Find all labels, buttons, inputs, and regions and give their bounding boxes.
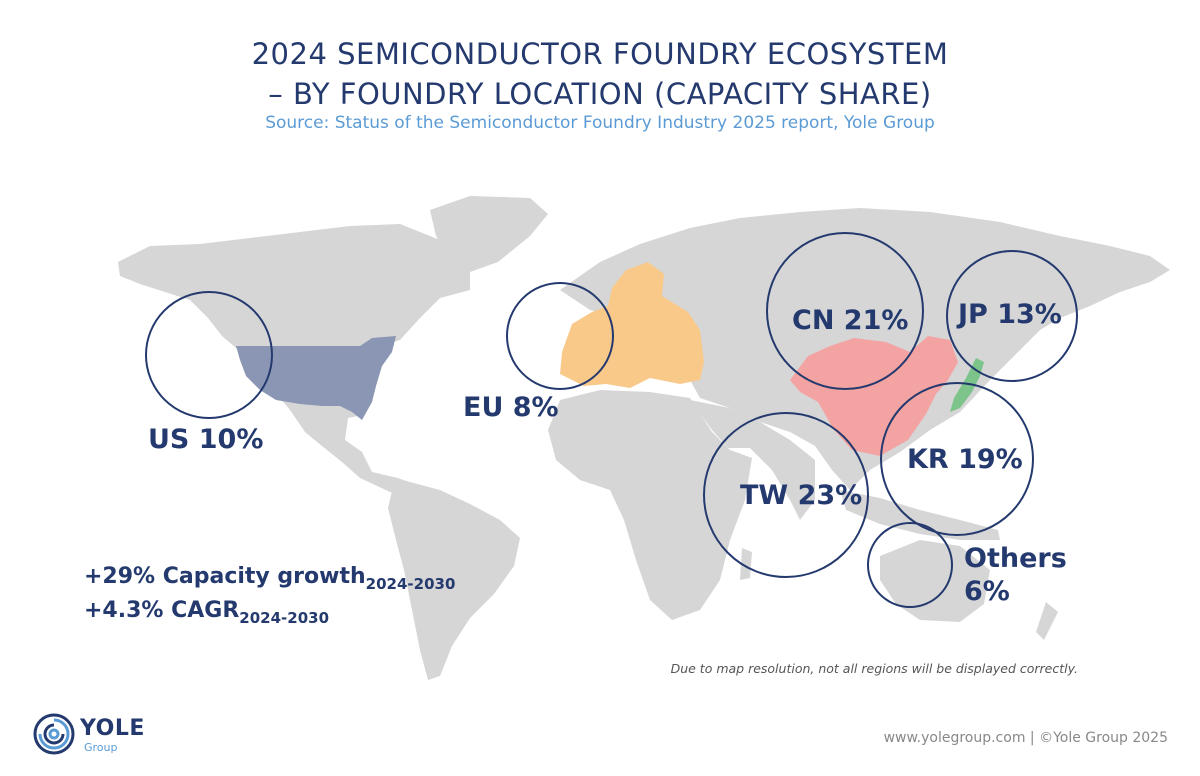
yole-spiral-logo-icon	[33, 713, 75, 755]
label-eu: EU 8%	[463, 392, 559, 423]
region-eu-fill	[560, 262, 704, 388]
title-line-1: 2024 SEMICONDUCTOR FOUNDRY ECOSYSTEM	[251, 37, 949, 71]
bubble-others	[867, 522, 953, 608]
bubble-eu	[506, 282, 614, 390]
logo-name: YOLE	[80, 716, 145, 741]
capacity-growth-period: 2024-2030	[365, 575, 456, 593]
land-africa	[548, 390, 752, 620]
capacity-growth-stat: +29% Capacity growth2024-2030	[84, 564, 455, 593]
cagr-period: 2024-2030	[239, 609, 330, 627]
label-kr: KR 19%	[907, 444, 1023, 475]
land-new-zealand	[1036, 602, 1058, 640]
land-australia	[880, 540, 990, 622]
label-cn: CN 21%	[792, 305, 909, 336]
land-masses	[118, 196, 1170, 680]
capacity-bubbles	[145, 232, 1078, 608]
map-resolution-note: Due to map resolution, not all regions w…	[670, 661, 1078, 676]
source-subtitle: Source: Status of the Semiconductor Foun…	[265, 113, 935, 133]
title-line-2: – BY FOUNDRY LOCATION (CAPACITY SHARE)	[268, 77, 932, 111]
bubble-tw	[703, 412, 869, 578]
bubble-cn	[766, 232, 924, 390]
land-se-asia	[840, 490, 1000, 540]
label-us: US 10%	[148, 424, 264, 455]
bubble-kr	[880, 382, 1034, 536]
label-others-line1: Others	[964, 543, 1067, 574]
footer-credit: www.yolegroup.com | ©Yole Group 2025	[883, 730, 1168, 746]
bubble-us	[145, 291, 273, 419]
cagr-main: +4.3% CAGR	[84, 598, 240, 623]
land-greenland	[430, 196, 548, 272]
page-title: 2024 SEMICONDUCTOR FOUNDRY ECOSYSTEM – B…	[0, 34, 1200, 114]
label-jp: JP 13%	[958, 299, 1062, 330]
label-others-line2: 6%	[964, 576, 1010, 607]
region-us-fill	[236, 336, 396, 420]
cagr-stat: +4.3% CAGR2024-2030	[84, 598, 329, 627]
region-jp-fill	[950, 358, 984, 412]
logo-sub: Group	[84, 741, 118, 754]
capacity-growth-main: +29% Capacity growth	[84, 564, 366, 589]
land-south-america	[388, 478, 520, 680]
label-tw: TW 23%	[740, 480, 863, 511]
land-madagascar	[740, 548, 752, 580]
bubble-jp	[946, 250, 1078, 382]
land-arabia-india	[690, 400, 815, 520]
